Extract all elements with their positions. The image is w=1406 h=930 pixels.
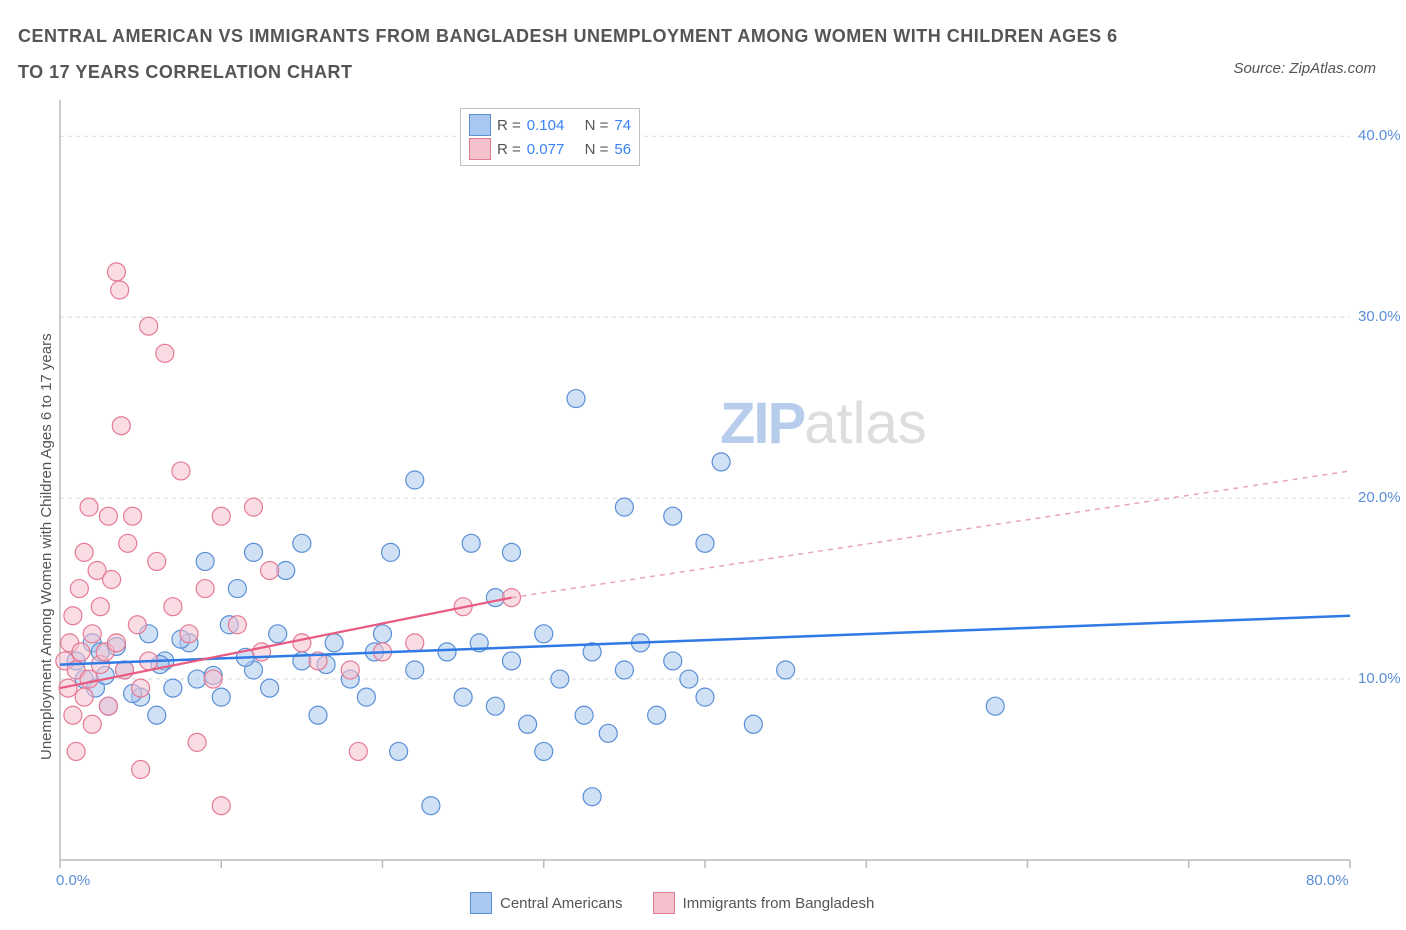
swatch-blue <box>469 114 491 136</box>
y-tick-label: 30.0% <box>1358 308 1401 325</box>
n-value-2: 56 <box>614 141 631 158</box>
legend: Central Americans Immigrants from Bangla… <box>470 892 874 914</box>
legend-item-1: Central Americans <box>470 892 623 914</box>
swatch-pink <box>469 138 491 160</box>
y-tick-label: 10.0% <box>1358 670 1401 687</box>
x-tick-label: 0.0% <box>56 872 90 889</box>
legend-item-2: Immigrants from Bangladesh <box>653 892 875 914</box>
r-label: R = <box>497 117 521 134</box>
x-tick-label: 80.0% <box>1306 872 1349 889</box>
n-value-1: 74 <box>614 117 631 134</box>
corr-row-1: R = 0.104 N = 74 <box>469 113 631 137</box>
y-axis-label: Unemployment Among Women with Children A… <box>38 333 55 760</box>
n-label: N = <box>585 117 609 134</box>
legend-label-1: Central Americans <box>500 895 623 912</box>
legend-label-2: Immigrants from Bangladesh <box>683 895 875 912</box>
r-value-1: 0.104 <box>527 117 565 134</box>
r-value-2: 0.077 <box>527 141 565 158</box>
corr-row-2: R = 0.077 N = 56 <box>469 137 631 161</box>
chart-container: CENTRAL AMERICAN VS IMMIGRANTS FROM BANG… <box>0 0 1406 930</box>
correlation-box: R = 0.104 N = 74 R = 0.077 N = 56 <box>460 108 640 166</box>
legend-swatch-1 <box>470 892 492 914</box>
y-tick-label: 40.0% <box>1358 127 1401 144</box>
n-label: N = <box>585 141 609 158</box>
legend-swatch-2 <box>653 892 675 914</box>
y-tick-label: 20.0% <box>1358 489 1401 506</box>
scatter-chart <box>0 0 1406 930</box>
r-label: R = <box>497 141 521 158</box>
